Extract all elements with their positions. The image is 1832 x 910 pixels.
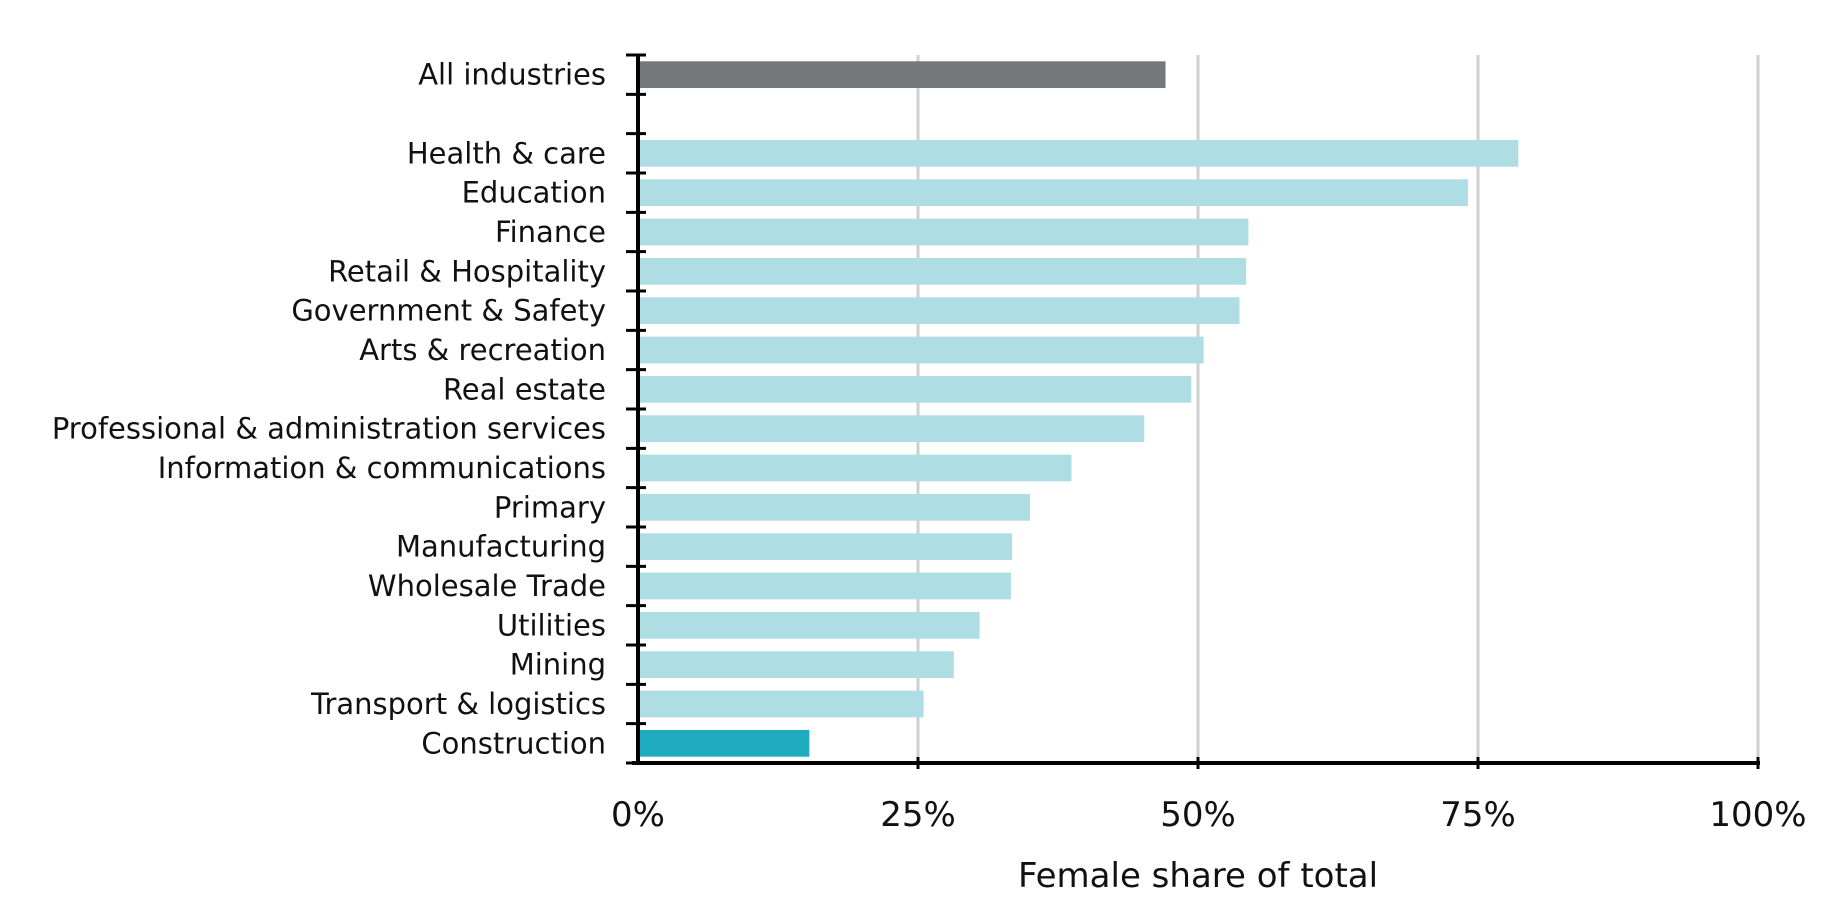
bar-retail-and-hospitality: [638, 257, 1247, 285]
bar-construction: [638, 729, 810, 757]
bar-transport-and-logistics: [638, 690, 924, 718]
x-tick-label-75: 75%: [1440, 795, 1516, 835]
bar-utilities: [638, 611, 980, 639]
bar-real-estate: [638, 375, 1192, 403]
bar-education: [638, 179, 1468, 207]
category-label-arts-and-recreation: Arts & recreation: [359, 333, 606, 367]
gridlines: [916, 55, 1760, 763]
x-tick-label-0: 0%: [611, 795, 665, 835]
x-tick-label-50: 50%: [1160, 795, 1236, 835]
category-label-mining: Mining: [510, 648, 606, 682]
category-label-government-and-safety: Government & Safety: [291, 294, 606, 328]
bar-arts-and-recreation: [638, 336, 1204, 364]
category-label-construction: Construction: [421, 726, 606, 760]
bar-wholesale-trade: [638, 572, 1011, 600]
x-tick-label-25: 25%: [880, 795, 956, 835]
bar-information-and-communications: [638, 454, 1072, 482]
category-label-health-and-care: Health & care: [407, 136, 606, 170]
bar-primary: [638, 493, 1030, 521]
bar-finance: [638, 218, 1249, 246]
bar-professional-and-administration-services: [638, 415, 1145, 443]
x-tick-label-100: 100%: [1709, 795, 1806, 835]
labels: 0% 25% 50% 75% 100% All industries Health & ca…: [52, 58, 1807, 835]
category-label-information-and-communications: Information & communications: [158, 451, 606, 485]
category-label-primary: Primary: [494, 490, 606, 524]
bar-all-industries: [638, 61, 1166, 89]
x-axis-title: Female share of total: [1018, 856, 1378, 896]
category-label-wholesale-trade: Wholesale Trade: [368, 569, 606, 603]
category-label-education: Education: [462, 176, 606, 210]
category-label-utilities: Utilities: [497, 608, 606, 642]
bar-manufacturing: [638, 533, 1013, 561]
category-label-manufacturing: Manufacturing: [396, 530, 606, 564]
category-label-transport-and-logistics: Transport & logistics: [310, 687, 606, 721]
bar-government-and-safety: [638, 297, 1240, 325]
bar-health-and-care: [638, 139, 1519, 167]
category-label-real-estate: Real estate: [443, 372, 606, 406]
bar-mining: [638, 651, 954, 679]
bars: [638, 61, 1519, 757]
category-label-professional-and-administration-services: Professional & administration services: [52, 412, 606, 446]
axes: [626, 53, 1760, 769]
category-label-retail-and-hospitality: Retail & Hospitality: [328, 254, 606, 288]
category-label-finance: Finance: [495, 215, 606, 249]
category-label-all-industries: All industries: [418, 58, 606, 92]
